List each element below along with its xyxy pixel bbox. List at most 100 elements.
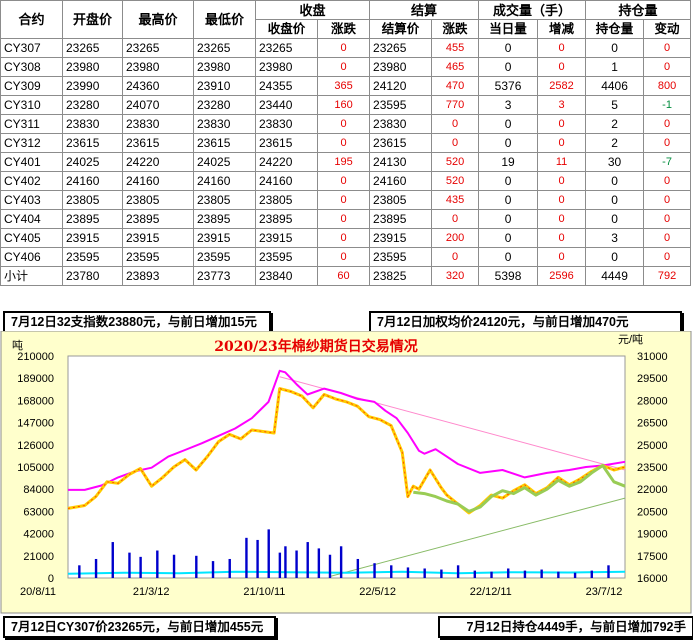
volume-cell: 3 — [478, 95, 539, 115]
volume-bar — [228, 558, 231, 578]
volume-change-cell: 11 — [537, 152, 587, 172]
settle-cell: 23265 — [369, 38, 433, 58]
volume-change-cell: 0 — [537, 209, 587, 229]
volume-cell: 0 — [478, 209, 539, 229]
table-row: CY308 23980 23980 23980 23980 0 23980 465 0 0 1 0 — [0, 57, 692, 77]
header-vol-day: 当日量 — [478, 19, 539, 39]
right-tick-label: 23500 — [637, 462, 668, 474]
settle-cell: 23595 — [369, 247, 433, 267]
contract-cell: CY308 — [0, 57, 63, 77]
right-tick-label: 31000 — [637, 351, 668, 363]
header-row-1: 合约 开盘价 最高价 最低价 收盘 结算 成交量（手） 持仓量 — [0, 0, 692, 39]
oi-change-cell: 0 — [643, 133, 692, 153]
volume-bar — [390, 565, 393, 578]
close-change-cell: 0 — [316, 133, 371, 153]
high-cell: 23980 — [122, 57, 194, 77]
left-tick-label: 63000 — [23, 506, 54, 518]
volume-cell: 19 — [478, 152, 539, 172]
volume-cell: 0 — [478, 228, 539, 248]
volume-bar — [94, 558, 98, 578]
open-interest-cell: 30 — [585, 152, 645, 172]
right-tick-label: 28000 — [637, 395, 668, 407]
low-cell: 23615 — [193, 133, 256, 153]
close-cell: 23895 — [255, 209, 318, 229]
series-line — [67, 570, 626, 575]
x-tick-label: 21/3/12 — [133, 586, 170, 598]
open-cell: 23895 — [62, 209, 123, 229]
x-axis-ticks: 20/8/11 21/3/12 21/10/11 22/5/12 22/12/11 23/… — [20, 586, 622, 598]
futures-quote-table: 合约 开盘价 最高价 最低价 收盘 结算 成交量（手） 持仓量 收盘价 涨跌 结… — [0, 0, 692, 286]
header-settle-chg: 涨跌 — [431, 19, 480, 39]
table-row: 小计 23780 23893 23773 23840 60 23825 320 5398 2596… — [0, 266, 692, 286]
oi-change-cell: -1 — [643, 95, 692, 115]
contract-cell: CY405 — [0, 228, 63, 248]
header-open: 开盘价 — [62, 0, 123, 39]
volume-bar — [423, 568, 426, 578]
header-close-chg: 涨跌 — [316, 19, 371, 39]
open-interest-cell: 0 — [585, 190, 645, 210]
volume-change-cell: 0 — [537, 228, 587, 248]
open-interest-cell: 1 — [585, 57, 645, 77]
open-cell: 23805 — [62, 190, 123, 210]
volume-cell: 0 — [478, 247, 539, 267]
high-cell: 24160 — [122, 171, 194, 191]
volume-cell: 5376 — [478, 76, 539, 96]
low-cell: 23830 — [193, 114, 256, 134]
table-row: CY403 23805 23805 23805 23805 0 23805 435 0 0 0 0 — [0, 190, 692, 210]
settle-cell: 24120 — [369, 76, 433, 96]
header-close-group: 收盘 — [254, 0, 371, 20]
settle-change-cell: 0 — [431, 133, 480, 153]
volume-cell: 0 — [478, 57, 539, 77]
low-cell: 24160 — [193, 171, 256, 191]
settle-change-cell: 320 — [431, 266, 480, 286]
close-change-cell: 0 — [316, 190, 371, 210]
open-cell: 23615 — [62, 133, 123, 153]
open-cell: 23595 — [62, 247, 123, 267]
volume-bar — [456, 565, 460, 578]
close-cell: 23840 — [255, 266, 318, 286]
volume-bar — [573, 572, 577, 578]
header-settle-group: 结算 — [369, 0, 480, 20]
low-cell: 23915 — [193, 228, 256, 248]
right-tick-label: 19000 — [637, 529, 668, 541]
low-cell: 24025 — [193, 152, 256, 172]
settle-cell: 24130 — [369, 152, 433, 172]
volume-bar — [78, 565, 81, 578]
header-oi-chg: 变动 — [643, 19, 692, 39]
settle-cell: 23595 — [369, 95, 433, 115]
high-cell: 23830 — [122, 114, 194, 134]
volume-bar — [139, 556, 142, 578]
x-tick-label: 20/8/11 — [20, 586, 56, 598]
contract-cell: CY404 — [0, 209, 63, 229]
open-interest-cell: 3 — [585, 228, 645, 248]
header-row-2: 收盘价 涨跌 结算价 涨跌 当日量 增减 持仓量 变动 — [1, 19, 692, 39]
contract-cell: CY312 — [0, 133, 63, 153]
chart-title: 2020/23年棉纱期货日交易情况 — [214, 338, 418, 355]
settle-cell: 23895 — [369, 209, 433, 229]
volume-cell: 0 — [478, 171, 539, 191]
open-interest-cell: 2 — [585, 114, 645, 134]
contract-cell: CY307 — [0, 38, 63, 58]
open-interest-cell: 4406 — [585, 76, 645, 96]
oi-change-cell: 792 — [643, 266, 692, 286]
series-line-overlay — [67, 388, 626, 514]
volume-bar — [440, 569, 443, 578]
volume-bar — [156, 550, 159, 578]
left-tick-label: 147000 — [17, 418, 54, 430]
left-tick-label: 126000 — [17, 440, 54, 452]
settle-change-cell: 0 — [431, 114, 480, 134]
contract-cell: CY406 — [0, 247, 63, 267]
close-change-cell: 160 — [316, 95, 371, 115]
high-cell: 24220 — [122, 152, 194, 172]
volume-bar — [523, 570, 527, 578]
close-change-cell: 0 — [316, 247, 371, 267]
open-interest-cell: 2 — [585, 133, 645, 153]
open-cell: 23990 — [62, 76, 123, 96]
contract-cell: CY311 — [0, 114, 63, 134]
right-tick-label: 16000 — [637, 573, 668, 585]
open-cell: 23265 — [62, 38, 123, 58]
open-cell: 24025 — [62, 152, 123, 172]
high-cell: 23915 — [122, 228, 194, 248]
volume-bar — [267, 529, 270, 578]
open-cell: 23780 — [62, 266, 123, 286]
